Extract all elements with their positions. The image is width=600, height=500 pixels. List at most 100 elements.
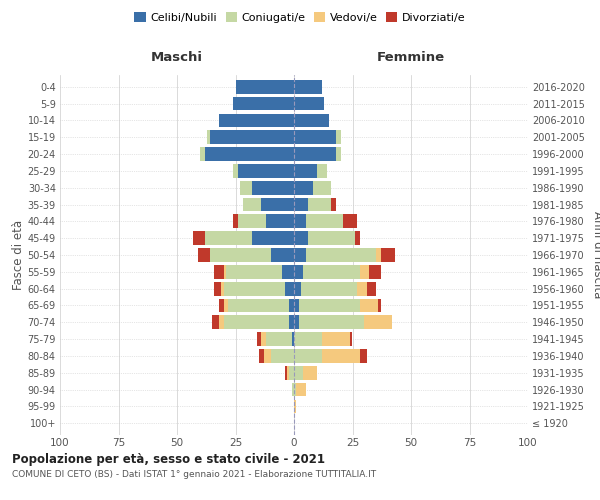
Bar — [294, 164, 317, 178]
Bar — [226, 265, 283, 278]
Bar — [261, 198, 294, 211]
Bar — [306, 214, 343, 228]
Bar — [301, 282, 357, 296]
Bar — [359, 265, 369, 278]
Bar — [313, 181, 331, 194]
Bar — [266, 214, 294, 228]
Bar — [378, 298, 380, 312]
Bar — [287, 366, 289, 380]
Bar — [355, 232, 359, 245]
Text: Popolazione per età, sesso e stato civile - 2021: Popolazione per età, sesso e stato civil… — [12, 452, 325, 466]
Bar — [219, 114, 294, 128]
Bar — [259, 349, 263, 363]
Legend: Celibi/Nubili, Coniugati/e, Vedovi/e, Divorziati/e: Celibi/Nubili, Coniugati/e, Vedovi/e, Di… — [130, 8, 470, 28]
Bar — [364, 316, 392, 329]
Bar — [294, 366, 304, 380]
Y-axis label: Fasce di età: Fasce di età — [11, 220, 25, 290]
Bar — [294, 198, 308, 211]
Bar — [294, 114, 329, 128]
Bar — [322, 332, 350, 346]
Bar — [294, 265, 304, 278]
Bar — [294, 298, 299, 312]
Bar — [350, 332, 352, 346]
Bar — [224, 316, 289, 329]
Bar — [198, 248, 210, 262]
Bar — [219, 298, 224, 312]
Bar — [252, 181, 294, 194]
Bar — [205, 232, 252, 245]
Bar — [294, 147, 336, 161]
Bar — [214, 265, 224, 278]
Bar — [317, 164, 327, 178]
Bar — [283, 265, 294, 278]
Bar — [294, 130, 336, 144]
Bar — [304, 265, 359, 278]
Bar — [219, 316, 224, 329]
Bar — [261, 332, 266, 346]
Bar — [240, 181, 252, 194]
Bar — [294, 214, 306, 228]
Bar — [306, 248, 376, 262]
Bar — [284, 366, 287, 380]
Bar — [322, 349, 359, 363]
Bar — [376, 248, 380, 262]
Bar — [235, 80, 294, 94]
Bar — [292, 332, 294, 346]
Bar — [210, 130, 294, 144]
Bar — [233, 164, 238, 178]
Bar — [214, 282, 221, 296]
Bar — [380, 248, 395, 262]
Y-axis label: Anni di nascita: Anni di nascita — [590, 212, 600, 298]
Bar — [304, 366, 317, 380]
Bar — [193, 232, 205, 245]
Bar — [289, 366, 294, 380]
Text: Femmine: Femmine — [377, 51, 445, 64]
Bar — [252, 232, 294, 245]
Bar — [200, 147, 205, 161]
Bar — [367, 282, 376, 296]
Bar — [308, 198, 331, 211]
Bar — [284, 282, 294, 296]
Bar — [357, 282, 367, 296]
Bar — [369, 265, 380, 278]
Bar — [294, 181, 313, 194]
Bar — [233, 96, 294, 110]
Text: COMUNE DI CETO (BS) - Dati ISTAT 1° gennaio 2021 - Elaborazione TUTTITALIA.IT: COMUNE DI CETO (BS) - Dati ISTAT 1° genn… — [12, 470, 376, 479]
Bar — [224, 282, 284, 296]
Bar — [205, 147, 294, 161]
Bar — [343, 214, 357, 228]
Bar — [292, 382, 294, 396]
Bar — [336, 147, 341, 161]
Bar — [294, 400, 296, 413]
Bar — [257, 332, 261, 346]
Bar — [294, 80, 322, 94]
Text: Maschi: Maschi — [151, 51, 203, 64]
Bar — [294, 332, 322, 346]
Bar — [271, 248, 294, 262]
Bar — [359, 349, 367, 363]
Bar — [233, 214, 238, 228]
Bar — [212, 316, 219, 329]
Bar — [294, 282, 301, 296]
Bar — [210, 248, 271, 262]
Bar — [299, 316, 364, 329]
Bar — [299, 298, 359, 312]
Bar — [294, 96, 325, 110]
Bar — [294, 349, 322, 363]
Bar — [224, 298, 229, 312]
Bar — [308, 232, 355, 245]
Bar — [289, 298, 294, 312]
Bar — [224, 265, 226, 278]
Bar — [294, 232, 308, 245]
Bar — [263, 349, 271, 363]
Bar — [271, 349, 294, 363]
Bar — [336, 130, 341, 144]
Bar — [294, 248, 306, 262]
Bar — [359, 298, 378, 312]
Bar — [294, 316, 299, 329]
Bar — [221, 282, 224, 296]
Bar — [238, 214, 266, 228]
Bar — [242, 198, 261, 211]
Bar — [289, 316, 294, 329]
Bar — [266, 332, 292, 346]
